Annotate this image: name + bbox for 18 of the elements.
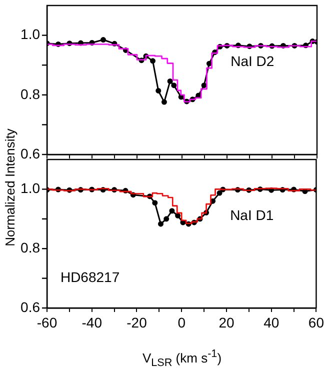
y-tick-label: 0.6 <box>20 298 40 315</box>
x-tick-label: 40 <box>264 314 280 330</box>
y-tick-label: 0.6 <box>20 145 40 162</box>
annotation: HD68217 <box>60 269 120 286</box>
y-tick-label: 0.8 <box>20 86 40 102</box>
x-tick-label: 20 <box>218 314 234 330</box>
annotation: NaI D1 <box>230 206 274 223</box>
y-tick-label: 1.0 <box>20 26 40 42</box>
y-axis-title: Normalized Intensity <box>2 128 18 248</box>
x-tick-label: -20 <box>126 314 148 330</box>
x-tick-label: 0 <box>178 314 186 330</box>
annotation: NaI D2 <box>230 52 274 69</box>
y-tick-label: 0.8 <box>20 239 40 256</box>
x-tick-label: -40 <box>82 314 102 330</box>
x-tick-label: 60 <box>308 314 324 330</box>
y-tick-label: 1.0 <box>20 180 40 196</box>
x-axis-title: V$_{LSR}$ (km s$^{-1}$) <box>141 348 223 369</box>
x-tick-label: -60 <box>36 314 58 330</box>
